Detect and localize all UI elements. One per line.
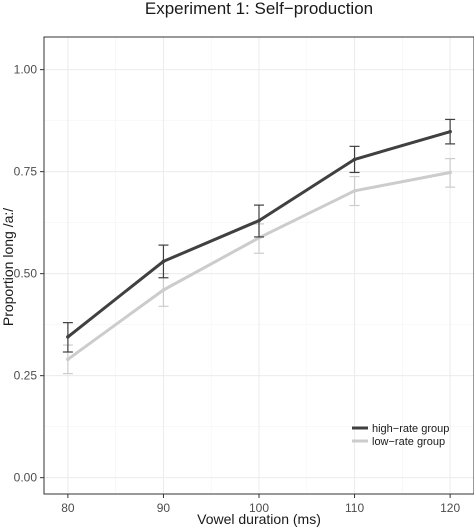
series-high-rate: [62, 118, 456, 353]
data-point: [257, 218, 261, 223]
data-point: [161, 288, 166, 292]
y-tick-label: 0.25: [14, 369, 38, 383]
y-axis-label: Proportion long /a:/: [0, 208, 16, 326]
x-tick-label: 100: [249, 501, 269, 515]
series-layer: [62, 118, 456, 375]
y-axis: 0.00 0.25 0.50 0.75 1.00: [14, 63, 44, 485]
x-axis-label: Vowel duration (ms): [197, 511, 321, 527]
data-point: [66, 357, 70, 362]
y-tick-label: 1.00: [14, 63, 38, 77]
x-tick-label: 90: [157, 501, 171, 515]
y-tick-label: 0.50: [14, 267, 38, 281]
data-point: [448, 170, 452, 175]
data-point: [161, 259, 166, 264]
x-axis: 80 90 100 110 120: [61, 494, 460, 515]
data-point: [66, 335, 70, 339]
x-tick-label: 120: [440, 501, 460, 515]
x-tick-label: 80: [61, 501, 75, 515]
legend-label: low−rate group: [372, 436, 445, 448]
y-tick-label: 0.00: [14, 471, 38, 485]
chart-title: Experiment 1: Self−production: [145, 0, 373, 18]
data-point: [448, 129, 452, 134]
y-tick-label: 0.75: [14, 165, 38, 179]
x-tick-label: 110: [345, 501, 364, 515]
data-point: [352, 189, 357, 193]
legend-label: high−rate group: [372, 423, 449, 435]
data-point: [352, 157, 357, 162]
